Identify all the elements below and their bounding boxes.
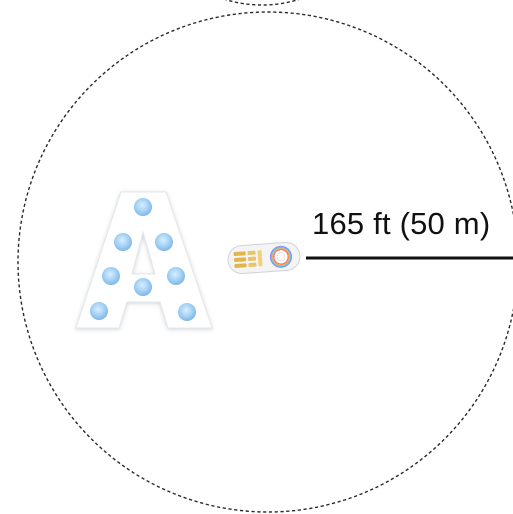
bulb-icon <box>155 233 173 251</box>
bulb-icon <box>90 302 108 320</box>
range-label: 165 ft (50 m) <box>312 206 491 241</box>
bulb-icon <box>102 267 120 285</box>
bulb-icon <box>167 267 185 285</box>
bulb-icon <box>114 233 132 251</box>
range-circle <box>17 11 513 513</box>
bulb-icon <box>134 198 152 216</box>
bulb-icon <box>178 303 196 321</box>
top-range-circle <box>224 0 300 6</box>
marquee-letter-icon <box>75 191 213 329</box>
marquee-bulbs <box>90 198 196 321</box>
rgb-remote-icon <box>227 241 301 275</box>
bulb-icon <box>134 278 152 296</box>
